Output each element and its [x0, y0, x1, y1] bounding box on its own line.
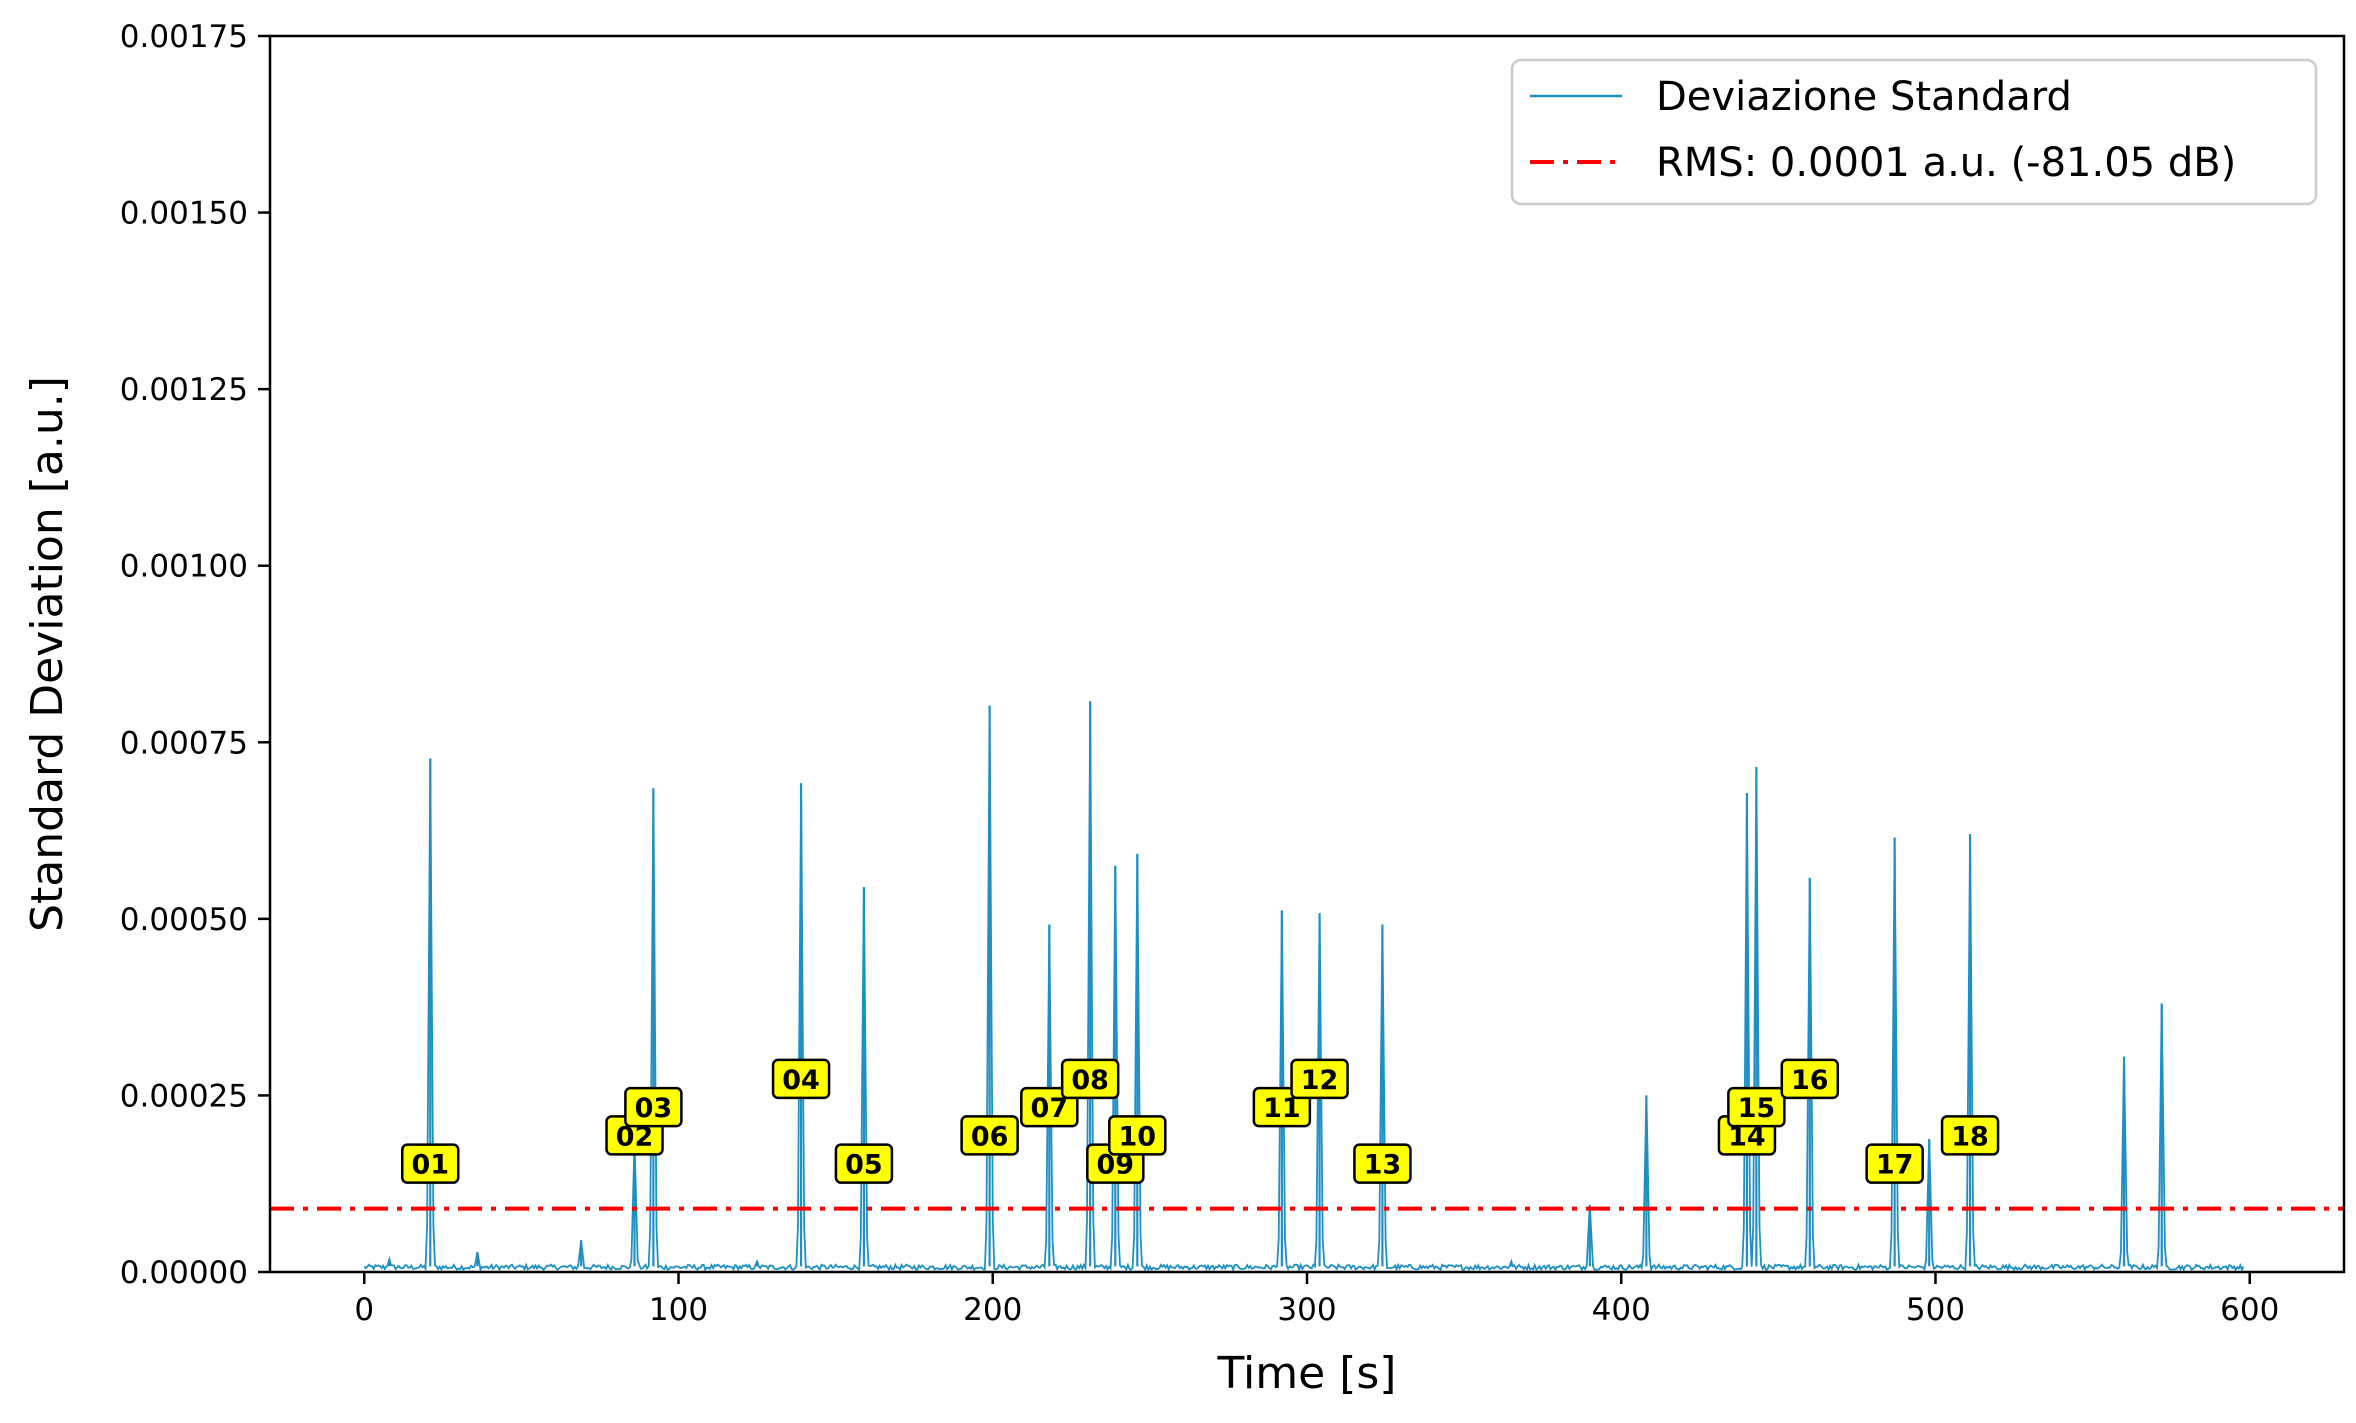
peak-label-box: [1727, 1086, 1786, 1128]
peak-label-12: 12: [1290, 1058, 1349, 1100]
peak-label-text: 15: [1738, 1093, 1776, 1124]
peak-label-text: 10: [1119, 1121, 1157, 1152]
series-line-std-deviation: [363, 701, 2245, 1273]
y-tick-label: 0.00050: [120, 902, 248, 938]
x-tick-label: 600: [2220, 1292, 2279, 1328]
y-tick-label: 0.00150: [120, 196, 248, 232]
axis-layer: 0 100 200 300 400 500 600 0.00000 0.00025 0.00050…: [120, 19, 2280, 1328]
y-tick-label: 0.00075: [120, 725, 248, 761]
peak-label-text: 03: [635, 1093, 673, 1124]
x-tick-label: 300: [1277, 1292, 1336, 1328]
peak-label-box: [1865, 1143, 1924, 1184]
y-tick-label: 0.00000: [120, 1255, 248, 1291]
peak-label-box: [1290, 1058, 1349, 1100]
peak-label-text: 17: [1876, 1150, 1914, 1181]
peak-label-text: 08: [1071, 1065, 1109, 1096]
x-tick-label: 400: [1592, 1292, 1651, 1328]
peak-label-03: 03: [624, 1086, 683, 1128]
peak-label-15: 15: [1727, 1086, 1786, 1128]
x-tick-label: 500: [1906, 1292, 1965, 1328]
peak-label-box: [960, 1115, 1019, 1156]
legend-label-rms: RMS: 0.0001 a.u. (-81.05 dB): [1656, 140, 2236, 186]
peak-label-07: 07: [1020, 1086, 1079, 1128]
legend: Deviazione Standard RMS: 0.0001 a.u. (-8…: [1510, 58, 2318, 206]
peak-label-16: 16: [1780, 1058, 1840, 1100]
peak-label-text: 16: [1791, 1065, 1829, 1096]
peak-label-06: 06: [960, 1115, 1019, 1156]
peak-label-text: 04: [782, 1065, 820, 1096]
x-tick-label: 100: [649, 1292, 708, 1328]
peak-label-box: [834, 1143, 894, 1184]
x-tick-label: 0: [354, 1292, 374, 1328]
legend-box: [1510, 58, 2318, 206]
x-axis-title: Time [s]: [1217, 1348, 1397, 1399]
peak-label-box: [401, 1143, 460, 1184]
peak-label-text: 05: [845, 1150, 883, 1181]
peak-label-13: 13: [1353, 1143, 1412, 1184]
y-axis-title: Standard Deviation [a.u.]: [22, 376, 73, 932]
x-tick-label: 200: [963, 1292, 1022, 1328]
peak-label-box: [1780, 1058, 1840, 1100]
peak-label-text: 01: [411, 1150, 449, 1181]
y-tick-label: 0.00175: [120, 19, 248, 55]
y-tick-label: 0.00025: [120, 1078, 248, 1114]
peak-label-04: 04: [771, 1058, 831, 1100]
peak-label-text: 06: [971, 1121, 1009, 1152]
legend-label-std: Deviazione Standard: [1656, 74, 2072, 120]
peak-label-text: 13: [1364, 1150, 1402, 1181]
peak-label-box: [771, 1058, 831, 1100]
y-tick-label: 0.00100: [120, 549, 248, 585]
series-layer: [363, 701, 2245, 1273]
peak-label-05: 05: [834, 1143, 894, 1184]
peak-label-01: 01: [401, 1143, 460, 1184]
peak-label-box: [1060, 1058, 1120, 1100]
peak-label-text: 12: [1301, 1065, 1339, 1096]
peak-label-box: [1108, 1115, 1167, 1156]
peak-label-10: 10: [1108, 1115, 1167, 1156]
peak-label-17: 17: [1865, 1143, 1924, 1184]
y-tick-label: 0.00125: [120, 372, 248, 408]
peak-label-18: 18: [1940, 1115, 2000, 1156]
peak-label-text: 18: [1951, 1121, 1989, 1152]
peak-label-box: [1353, 1143, 1412, 1184]
peak-label-08: 08: [1060, 1058, 1120, 1100]
peak-label-text: 07: [1031, 1093, 1069, 1124]
peak-label-box: [1940, 1115, 2000, 1156]
peak-label-box: [624, 1086, 683, 1128]
